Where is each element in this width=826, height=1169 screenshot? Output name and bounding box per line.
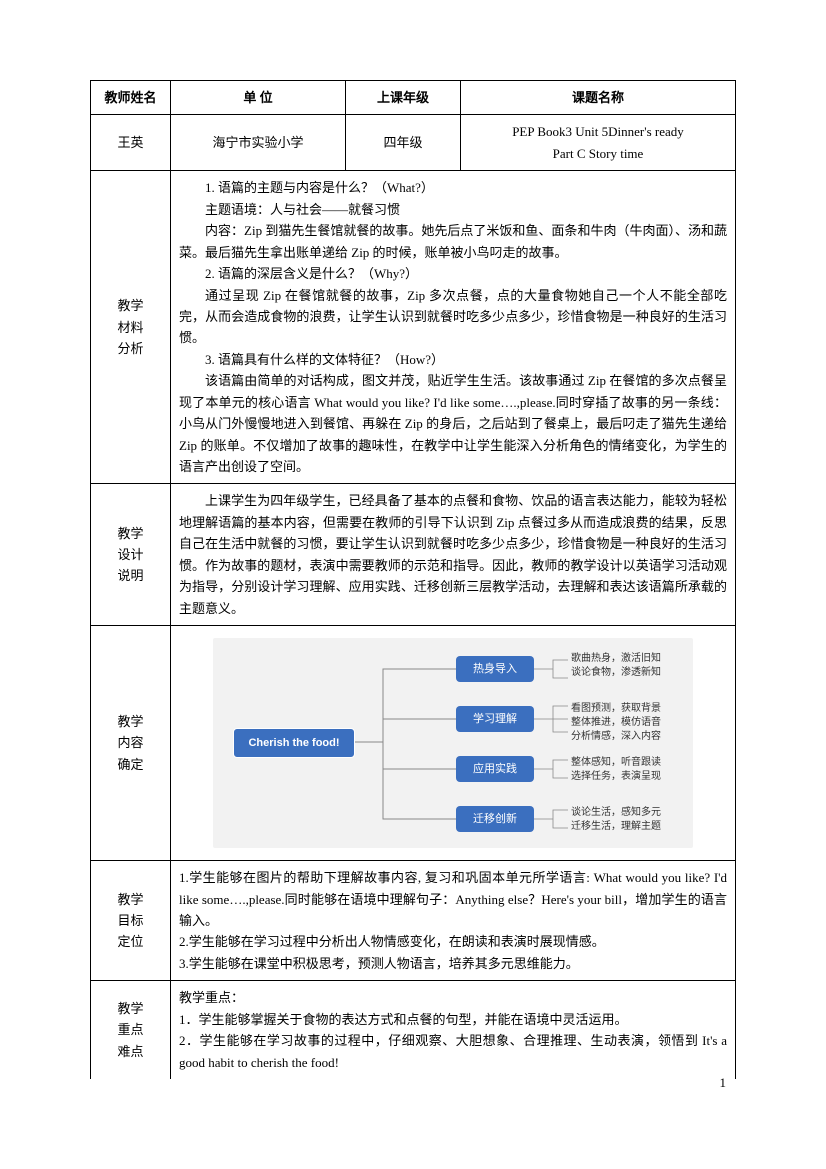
section-label: 教学 设计 说明 bbox=[91, 484, 171, 626]
p: 2．学生能够在学习故事的过程中，仔细观察、大胆想象、合理推理、生动表演，领悟到 … bbox=[179, 1030, 727, 1073]
section-material: 教学 材料 分析 1. 语篇的主题与内容是什么？（What?） 主题语境：人与社… bbox=[91, 171, 736, 484]
diagram-node: 迁移创新 bbox=[456, 806, 534, 832]
section-label: 教学 重点 难点 bbox=[91, 981, 171, 1079]
diagram-leaf: 谈论生活，感知多元迁移生活，理解主题 bbox=[571, 806, 691, 834]
topic-line2: Part C Story time bbox=[469, 143, 727, 164]
diagram-node: 热身导入 bbox=[456, 656, 534, 682]
lesson-plan-table: 教师姓名 单 位 上课年级 课题名称 王英 海宁市实验小学 四年级 PEP Bo… bbox=[90, 80, 736, 1079]
section-label: 教学 内容 确定 bbox=[91, 626, 171, 861]
diagram-leaf: 整体感知，听音跟读选择任务，表演呈现 bbox=[571, 756, 691, 784]
p: 1. 语篇的主题与内容是什么？（What?） bbox=[179, 177, 727, 198]
school-name: 海宁市实验小学 bbox=[171, 115, 346, 171]
document-page: 教师姓名 单 位 上课年级 课题名称 王英 海宁市实验小学 四年级 PEP Bo… bbox=[0, 0, 826, 1109]
p: 教学重点： bbox=[179, 987, 727, 1008]
teacher-name: 王英 bbox=[91, 115, 171, 171]
p: 上课学生为四年级学生，已经具备了基本的点餐和食物、饮品的语言表达能力，能较为轻松… bbox=[179, 490, 727, 619]
section-body: 上课学生为四年级学生，已经具备了基本的点餐和食物、饮品的语言表达能力，能较为轻松… bbox=[171, 484, 736, 626]
header-grade: 上课年级 bbox=[346, 81, 461, 115]
section-body: Cherish the food! 热身导入学习理解应用实践迁移创新 歌曲热身，… bbox=[171, 626, 736, 861]
page-number: 1 bbox=[720, 1075, 727, 1091]
section-goal: 教学 目标 定位 1.学生能够在图片的帮助下理解故事内容, 复习和巩固本单元所学… bbox=[91, 861, 736, 981]
diagram-root: Cherish the food! bbox=[233, 728, 355, 758]
header-teacher: 教师姓名 bbox=[91, 81, 171, 115]
section-body: 1.学生能够在图片的帮助下理解故事内容, 复习和巩固本单元所学语言: What … bbox=[171, 861, 736, 981]
section-body: 教学重点： 1．学生能够掌握关于食物的表达方式和点餐的句型，并能在语境中灵活运用… bbox=[171, 981, 736, 1079]
info-row: 王英 海宁市实验小学 四年级 PEP Book3 Unit 5Dinner's … bbox=[91, 115, 736, 171]
section-body: 1. 语篇的主题与内容是什么？（What?） 主题语境：人与社会——就餐习惯 内… bbox=[171, 171, 736, 484]
p: 3.学生能够在课堂中积极思考，预测人物语言，培养其多元思维能力。 bbox=[179, 953, 727, 974]
topic-line1: PEP Book3 Unit 5Dinner's ready bbox=[469, 121, 727, 142]
section-keypoints: 教学 重点 难点 教学重点： 1．学生能够掌握关于食物的表达方式和点餐的句型，并… bbox=[91, 981, 736, 1079]
p: 2.学生能够在学习过程中分析出人物情感变化，在朗读和表演时展现情感。 bbox=[179, 931, 727, 952]
p: 该语篇由简单的对话构成，图文并茂，贴近学生生活。该故事通过 Zip 在餐馆的多次… bbox=[179, 370, 727, 477]
p: 通过呈现 Zip 在餐馆就餐的故事，Zip 多次点餐，点的大量食物她自己一个人不… bbox=[179, 285, 727, 349]
p: 3. 语篇具有什么样的文体特征？（How?） bbox=[179, 349, 727, 370]
section-label: 教学 目标 定位 bbox=[91, 861, 171, 981]
topic-value: PEP Book3 Unit 5Dinner's ready Part C St… bbox=[461, 115, 736, 171]
diagram-node: 学习理解 bbox=[456, 706, 534, 732]
header-row: 教师姓名 单 位 上课年级 课题名称 bbox=[91, 81, 736, 115]
header-topic: 课题名称 bbox=[461, 81, 736, 115]
header-school: 单 位 bbox=[171, 81, 346, 115]
diagram-leaf: 歌曲热身，激活旧知谈论食物，渗透新知 bbox=[571, 652, 691, 680]
p: 1．学生能够掌握关于食物的表达方式和点餐的句型，并能在语境中灵活运用。 bbox=[179, 1009, 727, 1030]
p: 内容：Zip 到猫先生餐馆就餐的故事。她先后点了米饭和鱼、面条和牛肉（牛肉面）、… bbox=[179, 220, 727, 263]
section-content: 教学 内容 确定 Cherish the food! 热身导入学习理解应用实践迁… bbox=[91, 626, 736, 861]
section-design: 教学 设计 说明 上课学生为四年级学生，已经具备了基本的点餐和食物、饮品的语言表… bbox=[91, 484, 736, 626]
diagram-node: 应用实践 bbox=[456, 756, 534, 782]
p: 2. 语篇的深层含义是什么？（Why?） bbox=[179, 263, 727, 284]
diagram-leaf: 看图预测，获取背景整体推进，模仿语音分析情感，深入内容 bbox=[571, 702, 691, 744]
p: 主题语境：人与社会——就餐习惯 bbox=[179, 199, 727, 220]
p: 1.学生能够在图片的帮助下理解故事内容, 复习和巩固本单元所学语言: What … bbox=[179, 867, 727, 931]
section-label: 教学 材料 分析 bbox=[91, 171, 171, 484]
grade-value: 四年级 bbox=[346, 115, 461, 171]
mindmap-diagram: Cherish the food! 热身导入学习理解应用实践迁移创新 歌曲热身，… bbox=[213, 638, 693, 848]
